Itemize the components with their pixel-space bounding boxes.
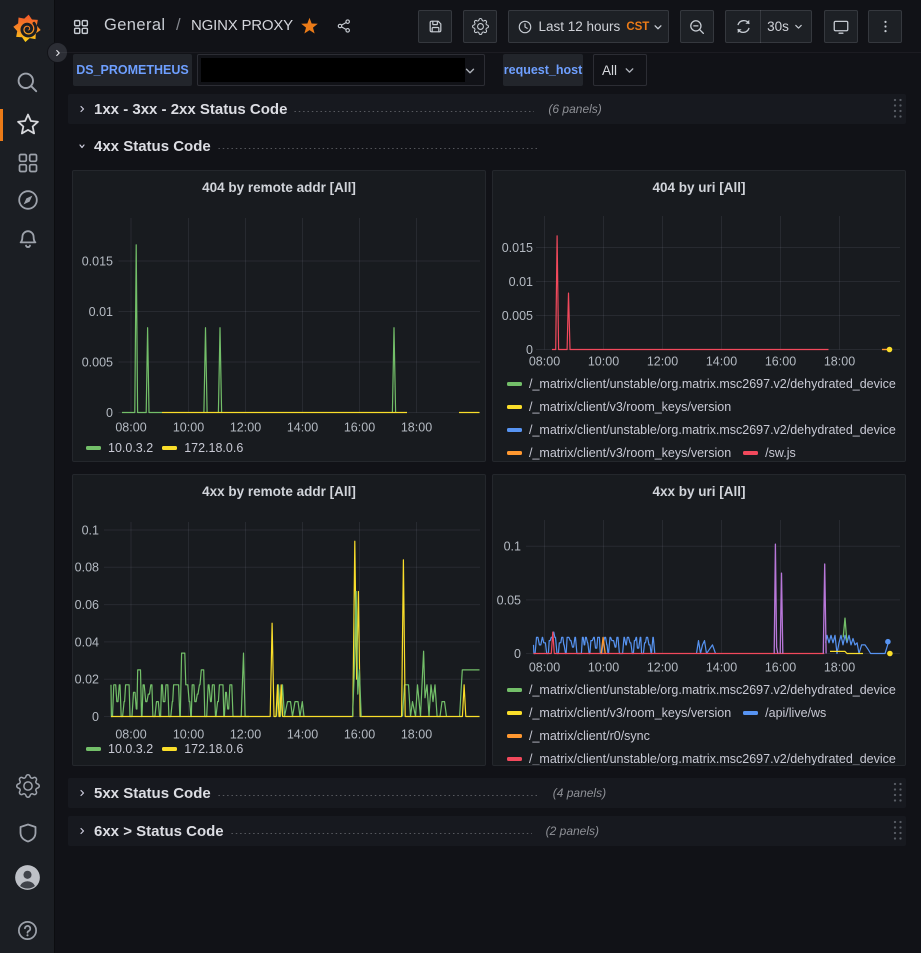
svg-text:14:00: 14:00 (287, 727, 318, 741)
svg-text:14:00: 14:00 (287, 420, 318, 434)
svg-text:14:00: 14:00 (706, 354, 737, 368)
svg-text:0.1: 0.1 (82, 523, 99, 537)
svg-text:18:00: 18:00 (824, 354, 855, 368)
svg-text:0.01: 0.01 (89, 305, 113, 319)
svg-text:08:00: 08:00 (115, 420, 146, 434)
svg-text:10:00: 10:00 (173, 727, 204, 741)
svg-text:12:00: 12:00 (647, 354, 678, 368)
svg-text:0.02: 0.02 (75, 673, 99, 687)
svg-text:16:00: 16:00 (765, 354, 796, 368)
svg-text:12:00: 12:00 (230, 727, 261, 741)
svg-text:0.005: 0.005 (502, 309, 533, 323)
svg-text:0.005: 0.005 (82, 355, 113, 369)
svg-text:10:00: 10:00 (588, 354, 619, 368)
svg-text:0.06: 0.06 (75, 598, 99, 612)
svg-text:0.05: 0.05 (497, 593, 521, 607)
svg-text:0.01: 0.01 (509, 275, 533, 289)
svg-text:0: 0 (106, 406, 113, 420)
svg-text:0.1: 0.1 (504, 540, 521, 554)
svg-text:0.015: 0.015 (502, 241, 533, 255)
svg-text:0: 0 (526, 343, 533, 357)
svg-text:12:00: 12:00 (230, 420, 261, 434)
svg-text:08:00: 08:00 (529, 354, 560, 368)
svg-text:18:00: 18:00 (824, 660, 855, 674)
svg-text:0: 0 (514, 647, 521, 661)
svg-text:0: 0 (92, 710, 99, 724)
svg-text:08:00: 08:00 (115, 727, 146, 741)
svg-text:08:00: 08:00 (529, 660, 560, 674)
svg-text:0.08: 0.08 (75, 561, 99, 575)
svg-text:18:00: 18:00 (401, 727, 432, 741)
svg-text:0.04: 0.04 (75, 635, 99, 649)
svg-text:0.015: 0.015 (82, 254, 113, 268)
svg-text:14:00: 14:00 (706, 660, 737, 674)
svg-text:10:00: 10:00 (588, 660, 619, 674)
svg-text:16:00: 16:00 (765, 660, 796, 674)
svg-text:10:00: 10:00 (173, 420, 204, 434)
svg-text:12:00: 12:00 (647, 660, 678, 674)
svg-text:16:00: 16:00 (344, 420, 375, 434)
svg-text:18:00: 18:00 (401, 420, 432, 434)
svg-text:16:00: 16:00 (344, 727, 375, 741)
